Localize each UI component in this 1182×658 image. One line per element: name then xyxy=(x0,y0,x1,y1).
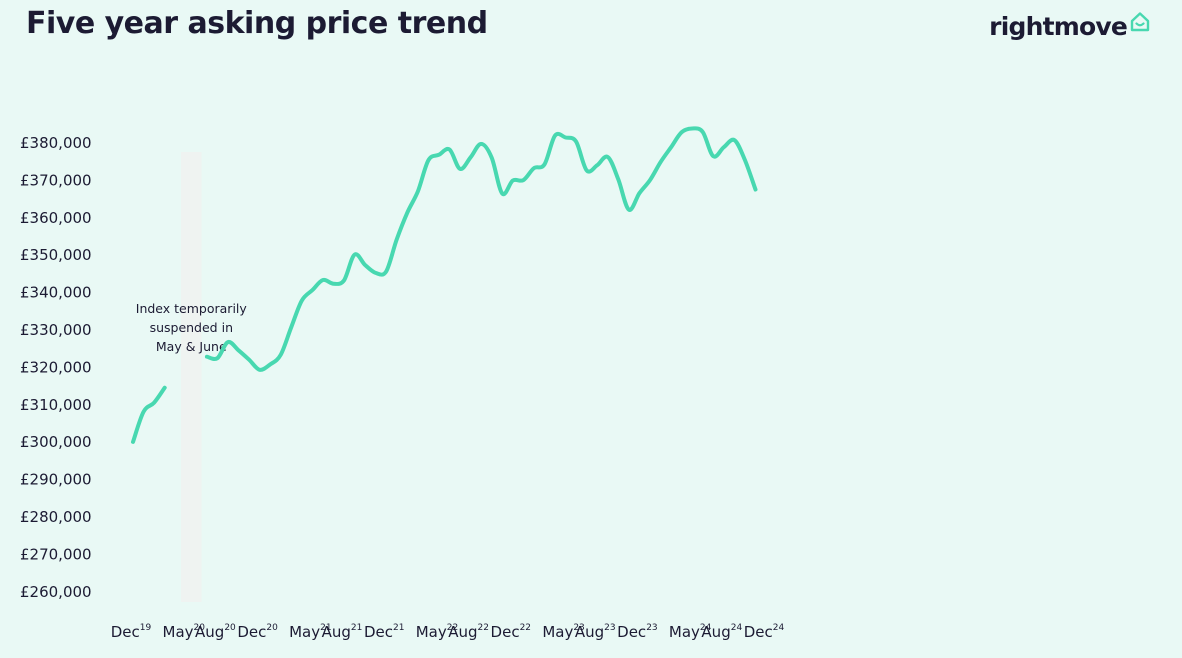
x-tick-label: Aug22 xyxy=(448,623,489,641)
y-tick-label: £260,000 xyxy=(20,583,92,601)
x-tick-label: May24 xyxy=(669,623,712,641)
x-tick-label: Dec23 xyxy=(617,623,657,641)
x-tick-label: Dec21 xyxy=(364,623,404,641)
y-tick-label: £360,000 xyxy=(20,209,92,227)
annotation-line: May & June xyxy=(156,339,227,354)
y-tick-label: £280,000 xyxy=(20,508,92,526)
asking-price-line-segment xyxy=(204,126,758,372)
logo-text: rightmove xyxy=(989,12,1128,41)
house-outline-icon xyxy=(1128,10,1152,38)
y-tick-label: £270,000 xyxy=(20,545,92,563)
y-tick-label: £320,000 xyxy=(20,358,92,376)
rightmove-logo: rightmove xyxy=(989,12,1152,41)
suspended-period-band xyxy=(181,152,202,602)
annotation-line: suspended in xyxy=(150,320,233,335)
x-tick-label: Aug20 xyxy=(195,623,236,641)
x-tick-label: Dec20 xyxy=(237,623,278,641)
x-tick-label: Dec24 xyxy=(744,623,785,641)
y-tick-label: £350,000 xyxy=(20,246,92,264)
y-tick-label: £380,000 xyxy=(20,134,92,152)
x-tick-label: Aug24 xyxy=(701,623,742,641)
y-tick-label: £330,000 xyxy=(20,321,92,339)
x-tick-label: May23 xyxy=(542,623,584,641)
x-tick-label: Dec22 xyxy=(491,623,531,641)
annotation-line: Index temporarily xyxy=(136,301,248,316)
x-tick-label: May21 xyxy=(289,623,331,641)
asking-price-line-segment xyxy=(131,385,167,444)
x-tick-label: Aug21 xyxy=(322,623,363,641)
x-tick-label: May22 xyxy=(416,623,458,641)
y-tick-label: £340,000 xyxy=(20,284,92,302)
y-tick-label: £370,000 xyxy=(20,171,92,189)
y-tick-label: £300,000 xyxy=(20,433,92,451)
x-tick-label: Aug23 xyxy=(575,623,616,641)
x-tick-label: Dec19 xyxy=(111,623,152,641)
y-tick-label: £310,000 xyxy=(20,396,92,414)
page-title: Five year asking price trend xyxy=(26,6,488,41)
y-tick-label: £290,000 xyxy=(20,471,92,489)
x-tick-label: May20 xyxy=(163,623,206,641)
